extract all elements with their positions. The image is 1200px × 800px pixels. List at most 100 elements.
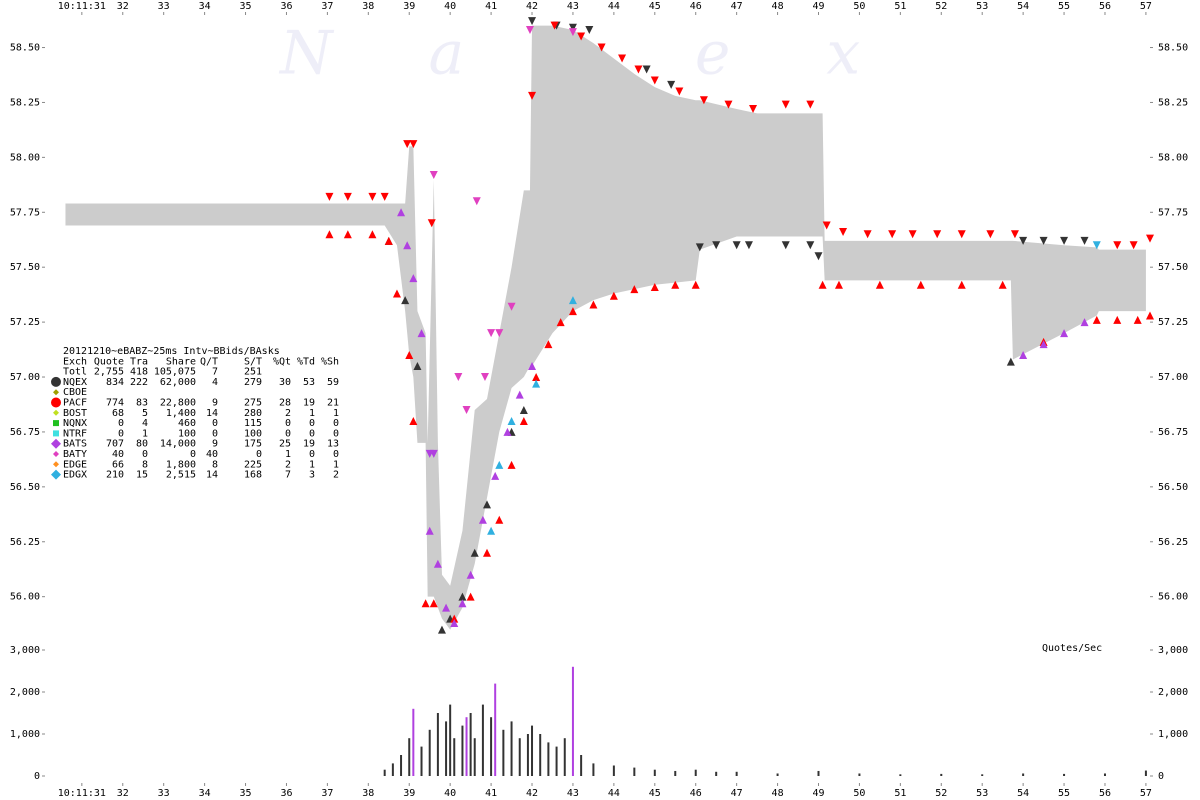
volume-bar: [502, 729, 505, 776]
volume-bar: [518, 738, 521, 776]
x-tick-label: 44: [608, 788, 620, 799]
bid-marker: [409, 274, 418, 283]
volume-bar: [453, 738, 456, 776]
y-tick-label: 57.50: [10, 262, 40, 273]
bid-marker: [401, 296, 410, 305]
stats-cell: 115: [244, 418, 262, 429]
legend-marker: [53, 430, 59, 437]
stats-cell: 8: [212, 459, 218, 470]
x-tick-label: 54: [1017, 1, 1029, 12]
stats-cell: 100: [178, 428, 196, 439]
bid-marker: [1080, 318, 1089, 327]
stats-cell: 15: [136, 470, 148, 481]
x-tick-label: 53: [976, 788, 988, 799]
bid-marker: [519, 416, 528, 425]
ask-marker: [712, 241, 721, 250]
stats-cell: 1,800: [166, 459, 196, 470]
quote-band: [65, 25, 1146, 630]
volume-bar: [445, 721, 448, 776]
x-tick-label: 33: [158, 788, 170, 799]
bid-marker: [544, 340, 553, 349]
y-tick-label: 0: [1158, 771, 1164, 782]
bid-marker: [507, 460, 516, 469]
stats-cell: 0: [333, 418, 339, 429]
stats-cell: 0: [285, 418, 291, 429]
x-tick-label: 42: [526, 1, 538, 12]
ask-marker: [325, 192, 334, 201]
ask-marker: [863, 230, 872, 239]
bid-marker: [957, 280, 966, 289]
x-tick-label: 45: [649, 788, 661, 799]
stats-cell: 62,000: [160, 377, 196, 388]
legend-marker: [53, 409, 59, 416]
stats-cell: 0: [333, 428, 339, 439]
legend-label: BOST: [63, 408, 87, 419]
stats-cell: 30: [279, 377, 291, 388]
bid-marker: [397, 208, 406, 217]
stats-cell: 460: [178, 418, 196, 429]
ask-marker: [667, 80, 676, 89]
x-tick-label: 41: [485, 788, 497, 799]
stats-cell: 0: [212, 428, 218, 439]
stats-cell: 1: [309, 459, 315, 470]
x-tick-label: 42: [526, 788, 538, 799]
ask-marker: [806, 100, 815, 109]
x-tick-label: 47: [731, 788, 743, 799]
legend-marker: [53, 389, 59, 396]
bid-marker: [384, 236, 393, 245]
ask-marker: [749, 105, 758, 114]
legend-label: EDGX: [63, 470, 87, 481]
bid-marker: [487, 526, 496, 535]
x-tick-label: 32: [117, 1, 129, 12]
volume-bar: [776, 773, 779, 776]
bid-marker: [450, 619, 459, 628]
volume-bar: [494, 683, 497, 776]
stats-cell: 210: [106, 470, 124, 481]
volume-bar: [469, 713, 472, 776]
bid-marker: [368, 230, 377, 239]
x-tick-label: 32: [117, 788, 129, 799]
ask-marker: [650, 76, 659, 85]
ask-marker: [568, 28, 577, 37]
x-tick-label: 46: [690, 1, 702, 12]
ask-marker: [839, 228, 848, 237]
stats-cell: 0: [142, 449, 148, 460]
ask-marker: [888, 230, 897, 239]
bid-marker: [429, 599, 438, 608]
ask-marker: [462, 405, 471, 414]
x-tick-label: 57: [1140, 788, 1152, 799]
stats-cell: 19: [303, 439, 315, 450]
y-tick-label: 57.75: [10, 207, 40, 218]
stats-cell: 80: [136, 439, 148, 450]
ask-marker: [380, 192, 389, 201]
bid-marker: [413, 362, 422, 371]
y-tick-label: 58.50: [1158, 43, 1188, 54]
stats-header: S/T: [244, 356, 262, 367]
stats-total: Totl: [63, 367, 87, 378]
bid-marker: [495, 460, 504, 469]
ask-marker: [675, 87, 684, 96]
stats-cell: 100: [244, 428, 262, 439]
x-tick-label: 45: [649, 1, 661, 12]
bid-marker: [507, 416, 516, 425]
y-tick-label: 1,000: [1158, 729, 1188, 740]
ask-marker: [957, 230, 966, 239]
ask-marker: [487, 329, 496, 338]
ask-marker: [781, 241, 790, 250]
ask-marker: [528, 17, 537, 26]
bid-marker: [556, 318, 565, 327]
bid-marker: [458, 592, 467, 601]
stats-cell: 774: [106, 398, 124, 409]
bid-marker: [417, 329, 426, 338]
volume-bar: [400, 755, 403, 776]
ask-marker: [403, 140, 412, 149]
bid-marker: [466, 570, 475, 579]
stats-cell: 53: [303, 377, 315, 388]
stats-cell: 83: [136, 398, 148, 409]
stats-header: Tra: [130, 356, 148, 367]
x-tick-label: 48: [772, 1, 784, 12]
x-tick-label: 47: [731, 1, 743, 12]
x-tick-label: 34: [199, 788, 211, 799]
ask-marker: [528, 91, 537, 100]
stats-cell: 0: [309, 449, 315, 460]
